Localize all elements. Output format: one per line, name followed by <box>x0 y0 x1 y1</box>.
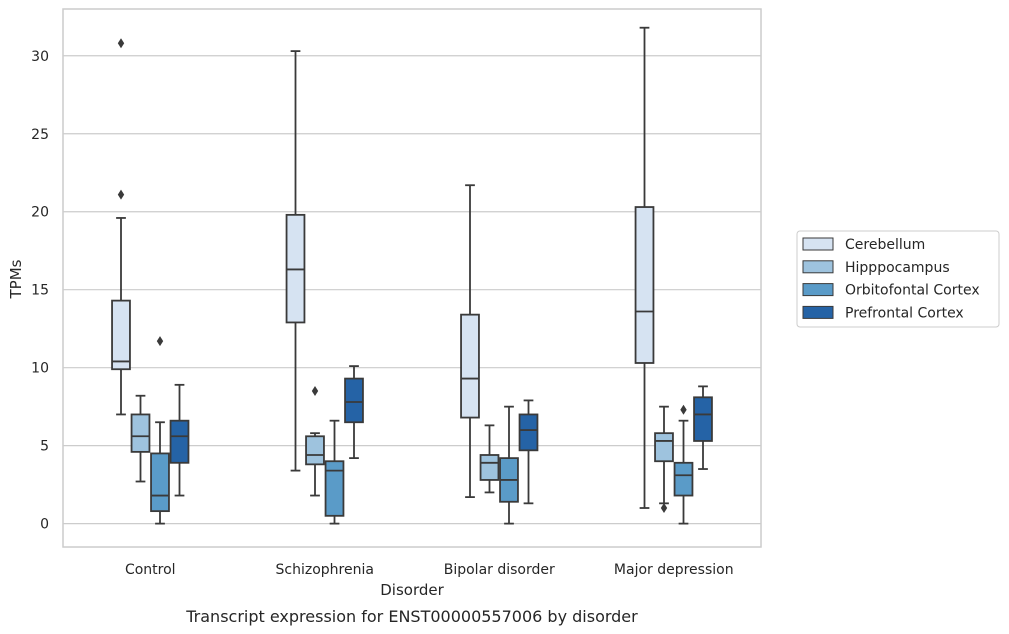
y-tick-label: 0 <box>40 517 49 533</box>
legend-label: Hipppocampus <box>845 260 950 276</box>
y-tick-label: 15 <box>31 283 49 299</box>
box-3-2 <box>673 404 694 525</box>
y-tick-label: 5 <box>40 439 49 455</box>
y-tick-label: 25 <box>31 127 49 143</box>
outlier-point <box>156 336 164 347</box>
box-2-1 <box>479 424 500 494</box>
outlier-point <box>680 404 687 415</box>
x-tick-label: Control <box>125 562 176 578</box>
boxes <box>111 26 713 525</box>
box-0-1 <box>130 394 151 483</box>
box-0-3 <box>169 383 190 497</box>
box-iqr <box>169 419 190 464</box>
y-tick-label: 10 <box>31 361 49 377</box>
legend: Cerebellum Hipppocampus Orbitofontal Corte… <box>796 230 1000 328</box>
chart-caption: Transcript expression for ENST0000055700… <box>185 607 638 626</box>
y-tick-label: 20 <box>31 205 49 221</box>
outlier-point <box>311 386 319 397</box>
x-axis-ticks: Control Schizophrenia Bipolar disorder Majo… <box>125 562 734 578</box>
box-3-0 <box>634 26 655 509</box>
box-iqr <box>518 413 539 452</box>
box-3-3 <box>693 385 713 470</box>
box-1-1 <box>305 386 325 497</box>
y-tick-label: 30 <box>31 49 49 65</box>
box-1-0 <box>285 50 306 472</box>
box-iqr <box>479 454 500 481</box>
y-axis-ticks: 0 5 10 15 20 25 30 <box>31 49 49 533</box>
plot-area-frame <box>62 8 762 548</box>
box-iqr <box>150 452 170 513</box>
box-2-0 <box>460 184 480 498</box>
legend-swatch <box>802 305 834 319</box>
outlier-point <box>660 503 668 514</box>
x-axis-title: Disorder <box>380 581 444 599</box>
outlier-point <box>117 38 125 49</box>
box-2-3 <box>518 399 539 505</box>
legend-label: Orbitofontal Cortex <box>845 283 980 299</box>
box-3-1 <box>654 405 674 514</box>
x-tick-label: Major depression <box>614 562 734 578</box>
box-iqr <box>305 435 325 466</box>
box-iqr <box>130 413 151 453</box>
box-iqr <box>693 396 713 442</box>
box-1-2 <box>324 419 345 525</box>
legend-label: Cerebellum <box>845 237 925 253</box>
box-iqr <box>673 461 694 497</box>
y-axis-title: TPMs <box>7 259 25 299</box>
box-iqr <box>634 206 655 364</box>
box-1-3 <box>344 365 364 460</box>
outlier-point <box>117 189 125 200</box>
x-tick-label: Bipolar disorder <box>444 562 555 578</box>
legend-label: Prefrontal Cortex <box>845 305 964 321</box>
box-iqr <box>111 299 131 371</box>
box-iqr <box>344 377 364 424</box>
box-iqr <box>324 460 345 517</box>
legend-frame <box>796 230 1000 328</box>
legend-swatch <box>802 283 834 297</box>
x-tick-label: Schizophrenia <box>276 562 374 578</box>
box-0-0 <box>111 38 131 416</box>
box-iqr <box>460 313 480 419</box>
box-iqr <box>654 432 674 463</box>
legend-swatch <box>802 260 834 274</box>
box-0-2 <box>150 336 170 525</box>
box-2-2 <box>499 405 519 525</box>
legend-swatch <box>802 237 834 251</box>
